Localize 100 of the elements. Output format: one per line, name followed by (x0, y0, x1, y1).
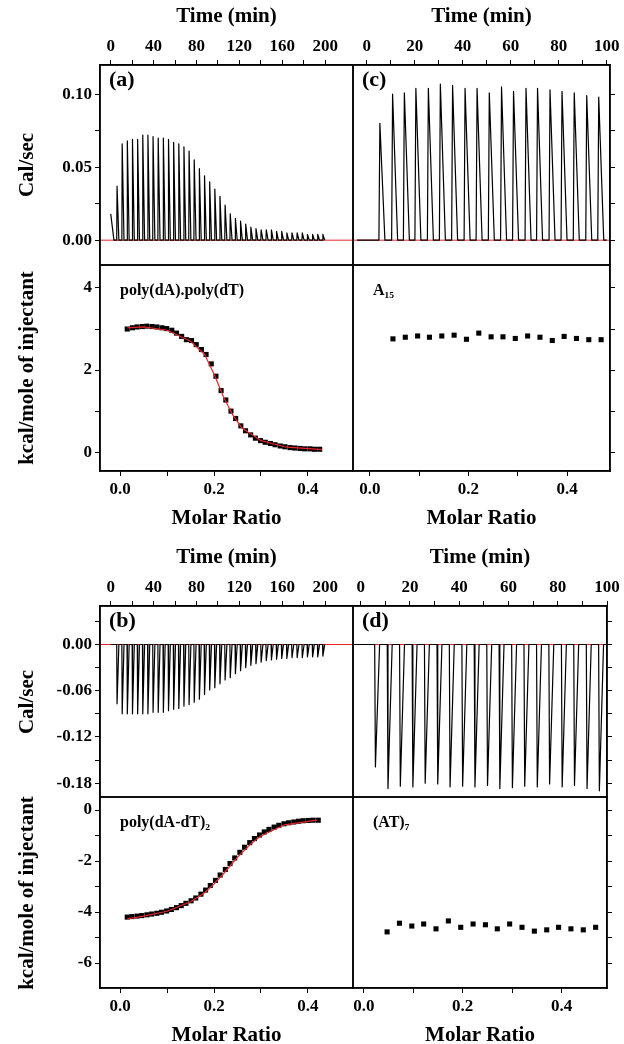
x-axis-title: Time (min) (175, 3, 278, 28)
annotation: poly(dA).poly(dT) (120, 281, 245, 300)
point (463, 336, 469, 342)
point (500, 334, 506, 340)
y-axis-title: Cal/sec (13, 132, 39, 198)
x-tick-label: 0.4 (297, 478, 320, 498)
x-tick-label: 0.4 (556, 478, 579, 498)
x-tick-label: 40 (145, 577, 163, 597)
x-tick-label: 80 (550, 36, 568, 56)
x-tick-label: 40 (454, 36, 472, 56)
x-tick-label: 160 (269, 36, 295, 56)
x-tick-label: 100 (593, 36, 620, 56)
point (396, 920, 402, 926)
point (124, 326, 130, 332)
point (315, 817, 321, 823)
x-tick-label: 40 (450, 577, 468, 597)
x-tick-label: 100 (594, 577, 620, 597)
y-tick-label: 0 (83, 441, 92, 461)
point (586, 337, 592, 343)
annotation: poly(dA-dT)₂ (120, 813, 211, 832)
x-tick-label: 120 (226, 577, 253, 597)
annotation: (b) (109, 606, 136, 632)
point (512, 335, 518, 341)
y-tick-label: 0 (83, 799, 92, 819)
x-tick-label: 0 (356, 577, 365, 597)
x-tick-label: 0 (106, 36, 115, 56)
x-tick-label: 0.0 (109, 995, 131, 1015)
annotation: (AT)₇ (373, 813, 410, 832)
point (476, 330, 482, 336)
x-tick-label: 0.0 (353, 995, 375, 1015)
x-tick-label: 0.2 (457, 478, 480, 498)
x-axis-title: Time (min) (428, 544, 532, 569)
x-axis-title: Time (min) (430, 3, 533, 28)
point (561, 333, 567, 339)
point (470, 921, 476, 927)
point (433, 926, 439, 932)
point (593, 924, 599, 930)
x-tick-label: 0.4 (297, 995, 320, 1015)
annotation: A₁₅ (373, 281, 395, 299)
point (384, 929, 390, 935)
x-tick-label: 0.0 (359, 478, 381, 498)
point (402, 334, 408, 340)
point (580, 927, 586, 933)
annotation: (a) (109, 65, 135, 91)
y-axis-title: kcal/mole of injectant (13, 271, 39, 465)
y-tick-label: 4 (83, 277, 93, 297)
x-tick-label: 60 (499, 577, 517, 597)
y-tick-label: 0.00 (62, 229, 92, 249)
x-axis-title: Time (min) (175, 544, 278, 569)
point (549, 337, 555, 344)
x-tick-label: 20 (401, 577, 419, 597)
x-tick-label: 40 (145, 36, 163, 56)
y-tick-label: 0.05 (62, 156, 92, 176)
point (519, 924, 525, 930)
y-tick-label: -0.12 (56, 726, 92, 746)
y-tick-label: 0.00 (62, 633, 92, 653)
point (525, 333, 531, 339)
point (415, 333, 421, 339)
x-tick-label: 0 (106, 577, 115, 597)
point (482, 922, 488, 928)
x-tick-label: 160 (269, 577, 295, 597)
point (531, 928, 537, 934)
point (409, 923, 415, 929)
x-axis-title: Molar Ratio (424, 1022, 536, 1044)
y-tick-label: -0.06 (56, 680, 92, 700)
point (573, 335, 579, 341)
point (458, 924, 464, 930)
x-tick-label: 60 (502, 36, 520, 56)
point (556, 924, 562, 930)
x-tick-label: 80 (549, 577, 567, 597)
annotation: (c) (362, 65, 387, 91)
point (439, 333, 445, 339)
annotation: (d) (362, 606, 389, 632)
y-tick-label: -0.18 (56, 772, 92, 792)
point (445, 918, 451, 924)
x-tick-label: 0 (362, 36, 371, 56)
x-axis-title: Molar Ratio (425, 505, 538, 530)
x-tick-label: 0.4 (550, 995, 573, 1015)
point (537, 334, 543, 340)
x-tick-label: 200 (312, 577, 338, 597)
x-axis-title: Molar Ratio (170, 1022, 283, 1044)
point (426, 334, 432, 340)
point (544, 927, 550, 933)
point (390, 336, 396, 342)
y-axis-title: Cal/sec (13, 669, 39, 734)
point (451, 332, 457, 338)
x-tick-label: 0.2 (203, 478, 225, 498)
y-tick-label: -4 (77, 901, 93, 921)
point (488, 334, 494, 340)
y-axis-title: kcal/mole of injectant (13, 795, 39, 990)
x-tick-label: 80 (187, 577, 205, 597)
y-tick-label: -6 (77, 952, 92, 972)
point (494, 926, 500, 932)
y-tick-label: 2 (83, 359, 92, 379)
x-tick-label: 0.2 (452, 995, 474, 1015)
y-tick-label: 0.10 (62, 83, 92, 103)
x-tick-label: 120 (226, 36, 253, 56)
x-tick-label: 0.0 (109, 478, 131, 498)
point (421, 921, 427, 927)
y-tick-label: -2 (77, 850, 92, 870)
